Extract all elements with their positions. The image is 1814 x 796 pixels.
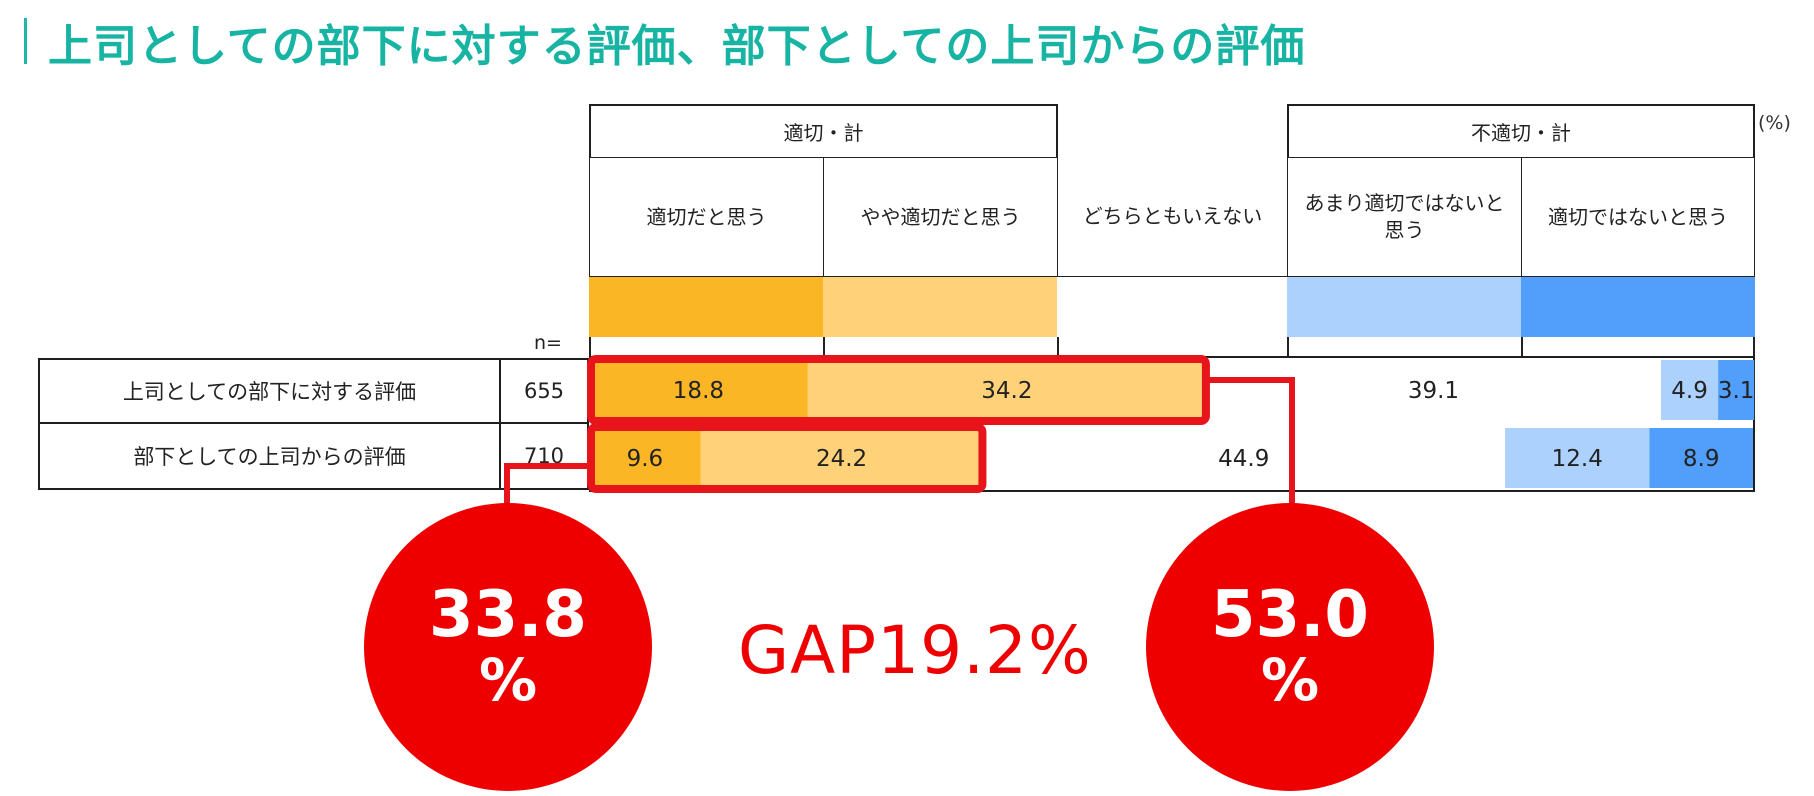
- column-divider: [1287, 337, 1289, 356]
- gap-label: GAP19.2%: [738, 612, 1092, 689]
- row-label-1: 上司としての部下に対する評価: [38, 358, 501, 424]
- callout-left-unit: %: [478, 645, 538, 714]
- row-label-2: 部下としての上司からの評価: [38, 424, 501, 490]
- unit-label: (%): [1758, 112, 1791, 134]
- callout-left-value: 33.8: [429, 577, 587, 652]
- column-divider: [589, 337, 591, 356]
- row-n-2: 710: [501, 424, 589, 490]
- group-header-appropriate: 適切・計: [589, 104, 1058, 158]
- legend-swatch-5: [1521, 277, 1755, 337]
- legend-swatch-2: [823, 277, 1057, 337]
- legend-header-5: 適切ではないと思う: [1521, 157, 1755, 277]
- n-header: n=: [534, 332, 562, 354]
- callout-circle-left: 33.8 %: [364, 503, 652, 791]
- column-divider: [823, 337, 825, 356]
- callout-right-value: 53.0: [1211, 577, 1369, 652]
- legend-header-3: どちらともいえない: [1057, 157, 1288, 277]
- callout-right-unit: %: [1260, 645, 1320, 714]
- plot-frame: [589, 356, 1755, 492]
- legend-header-2: やや適切だと思う: [823, 157, 1058, 277]
- row-n-1: 655: [501, 358, 589, 424]
- callout-circle-right: 53.0 %: [1146, 503, 1434, 791]
- column-divider: [1521, 337, 1523, 356]
- group-header-inappropriate: 不適切・計: [1287, 104, 1755, 158]
- page-title: 上司としての部下に対する評価、部下としての上司からの評価: [48, 21, 1306, 72]
- column-divider: [1753, 337, 1755, 356]
- legend-header-1: 適切だと思う: [589, 157, 824, 277]
- legend-swatch-3: [1057, 277, 1287, 337]
- legend-header-4: あまり適切ではないと思う: [1287, 157, 1522, 277]
- column-divider: [1057, 337, 1059, 356]
- title-accent-bar: [24, 18, 27, 64]
- legend-swatch-4: [1287, 277, 1521, 337]
- legend-swatch-1: [589, 277, 823, 337]
